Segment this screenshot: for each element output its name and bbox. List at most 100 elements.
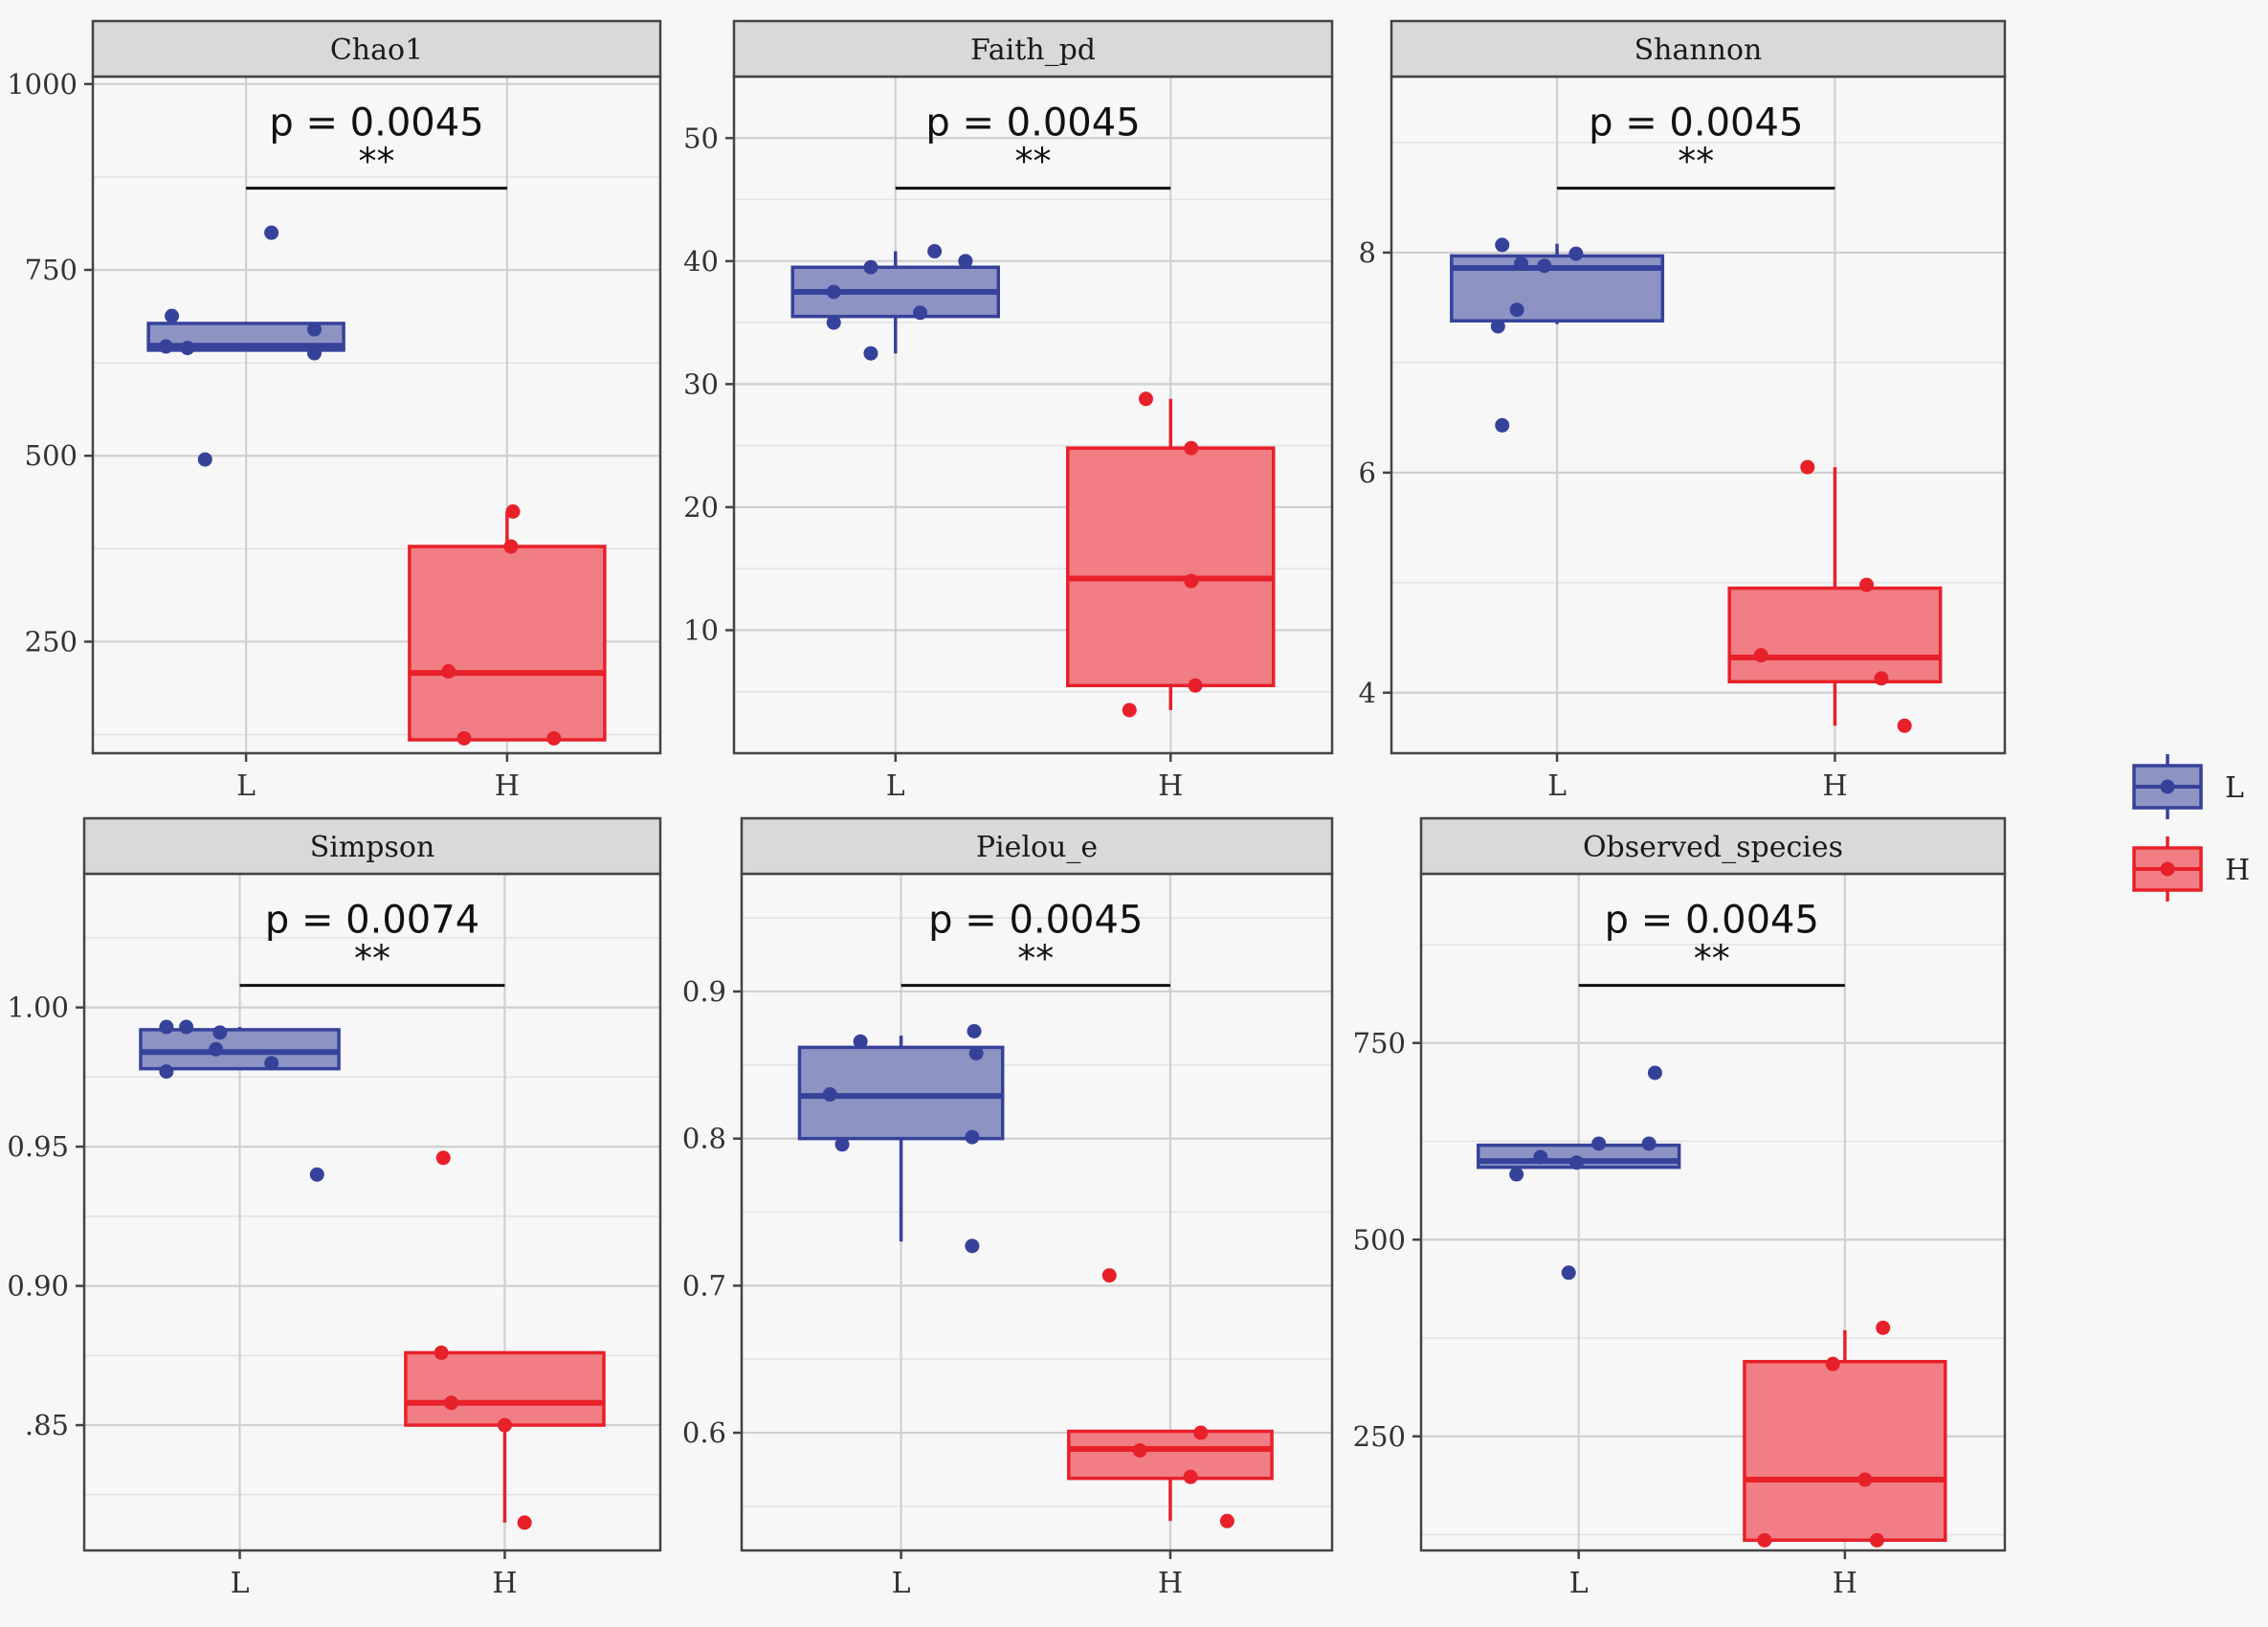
legend: LH <box>2132 754 2250 902</box>
point-H <box>1869 1532 1884 1548</box>
point-H <box>1219 1513 1234 1528</box>
strip-title: Chao1 <box>330 33 423 67</box>
y-tick-label: 8 <box>1359 236 1376 269</box>
x-tick-label: H <box>1833 1567 1857 1600</box>
point-L <box>179 1019 194 1035</box>
strip <box>1390 19 2007 78</box>
point-L <box>212 1025 228 1040</box>
point-L <box>826 315 841 330</box>
y-tick-label: 30 <box>683 368 719 400</box>
y-tick-label: 1000 <box>7 68 78 100</box>
point-H <box>1757 1532 1772 1548</box>
point-L <box>209 1041 224 1057</box>
point-L <box>307 345 322 361</box>
point-L <box>1509 302 1524 318</box>
box-H <box>1743 1359 1947 1543</box>
x-tick-label: H <box>1158 1567 1183 1600</box>
x-tick-label: H <box>1158 769 1183 803</box>
y-tick-label: 0.9 <box>682 975 726 1008</box>
panel-pielou_e: p = 0.0045** Pielou_e 0.6 0.7 0.8 0.9 L H <box>682 816 1334 1600</box>
point-L <box>1490 319 1505 334</box>
significance-stars: ** <box>1015 141 1052 183</box>
panel-chao1: p = 0.0045** Chao1 250 500 750 1000 L H <box>7 19 662 803</box>
y-tick-label: 40 <box>683 245 719 278</box>
y-tick-label: 0.95 <box>7 1130 69 1163</box>
point-H <box>1857 1472 1873 1487</box>
point-L <box>853 1034 868 1049</box>
point-L <box>159 1064 174 1080</box>
panel-shannon: p = 0.0045** Shannon 4 6 8 L H <box>1359 19 2007 803</box>
point-L <box>1495 417 1510 433</box>
point-L <box>965 1238 980 1254</box>
point-H <box>1183 1469 1198 1484</box>
point-H <box>1101 1268 1117 1283</box>
point-L <box>913 305 928 321</box>
point-L <box>1568 246 1584 261</box>
point-H <box>456 730 472 746</box>
x-tick-label: L <box>236 769 256 803</box>
point-H <box>1753 648 1768 663</box>
point-L <box>968 1046 984 1061</box>
point-L <box>1514 256 1529 271</box>
point-H <box>517 1515 532 1530</box>
point-H <box>497 1417 512 1433</box>
x-tick-label: L <box>231 1567 250 1600</box>
x-tick-label: H <box>1822 769 1847 803</box>
y-tick-label: 50 <box>683 122 719 154</box>
panel-observed_species: p = 0.0045** Observed_species 250 500 750 L H <box>1353 816 2007 1600</box>
y-tick-label: 250 <box>1353 1420 1406 1453</box>
p-value-label: p = 0.0045 <box>1589 100 1803 145</box>
strip <box>82 816 662 876</box>
y-tick-label: 0.90 <box>7 1270 69 1303</box>
strip <box>1419 816 2007 876</box>
legend-item-H: H <box>2132 836 2250 902</box>
legend-label: H <box>2225 854 2250 887</box>
point-H <box>444 1395 459 1411</box>
panel-faith_pd: p = 0.0045** Faith_pd 10 20 30 40 50 L H <box>683 19 1334 803</box>
y-tick-label: 0.8 <box>682 1123 726 1155</box>
point-L <box>1591 1136 1607 1151</box>
point-L <box>264 1056 279 1071</box>
strip <box>740 816 1334 876</box>
p-value-label: p = 0.0045 <box>928 898 1143 942</box>
panel-simpson: p = 0.0074** Simpson .85 0.90 0.95 1.00 L H <box>7 816 662 1600</box>
point-L <box>958 254 973 269</box>
point-L <box>180 341 195 356</box>
box-H <box>404 1350 606 1427</box>
box-H <box>1727 586 1943 684</box>
point-H <box>1184 573 1199 589</box>
y-tick-label: 750 <box>25 254 78 286</box>
point-H <box>505 504 521 519</box>
y-tick-label: .85 <box>25 1409 69 1441</box>
x-tick-label: L <box>886 769 905 803</box>
point-L <box>264 225 279 240</box>
y-tick-label: 750 <box>1353 1027 1406 1059</box>
point-L <box>826 284 841 300</box>
point-L <box>1641 1136 1657 1151</box>
y-tick-label: 250 <box>25 625 78 657</box>
point-L <box>1569 1155 1585 1170</box>
point-L <box>307 322 322 337</box>
point-H <box>1897 718 1912 733</box>
point-H <box>1825 1356 1840 1371</box>
legend-point <box>2160 861 2175 877</box>
y-tick-label: 1.00 <box>7 992 69 1024</box>
point-H <box>1132 1442 1147 1458</box>
point-L <box>1533 1149 1548 1165</box>
x-tick-label: L <box>1569 1567 1589 1600</box>
y-tick-label: 10 <box>683 613 719 646</box>
point-H <box>435 1150 451 1166</box>
point-L <box>863 259 878 275</box>
point-H <box>441 664 456 680</box>
point-L <box>1509 1167 1524 1182</box>
y-tick-label: 0.6 <box>682 1416 726 1449</box>
box-H <box>1067 1429 1274 1481</box>
point-L <box>965 1129 980 1145</box>
x-tick-label: H <box>495 769 520 803</box>
box-H <box>1066 446 1276 688</box>
point-H <box>434 1345 449 1360</box>
point-L <box>1537 258 1552 274</box>
p-value-label: p = 0.0045 <box>1605 898 1819 942</box>
significance-stars: ** <box>1678 141 1714 183</box>
